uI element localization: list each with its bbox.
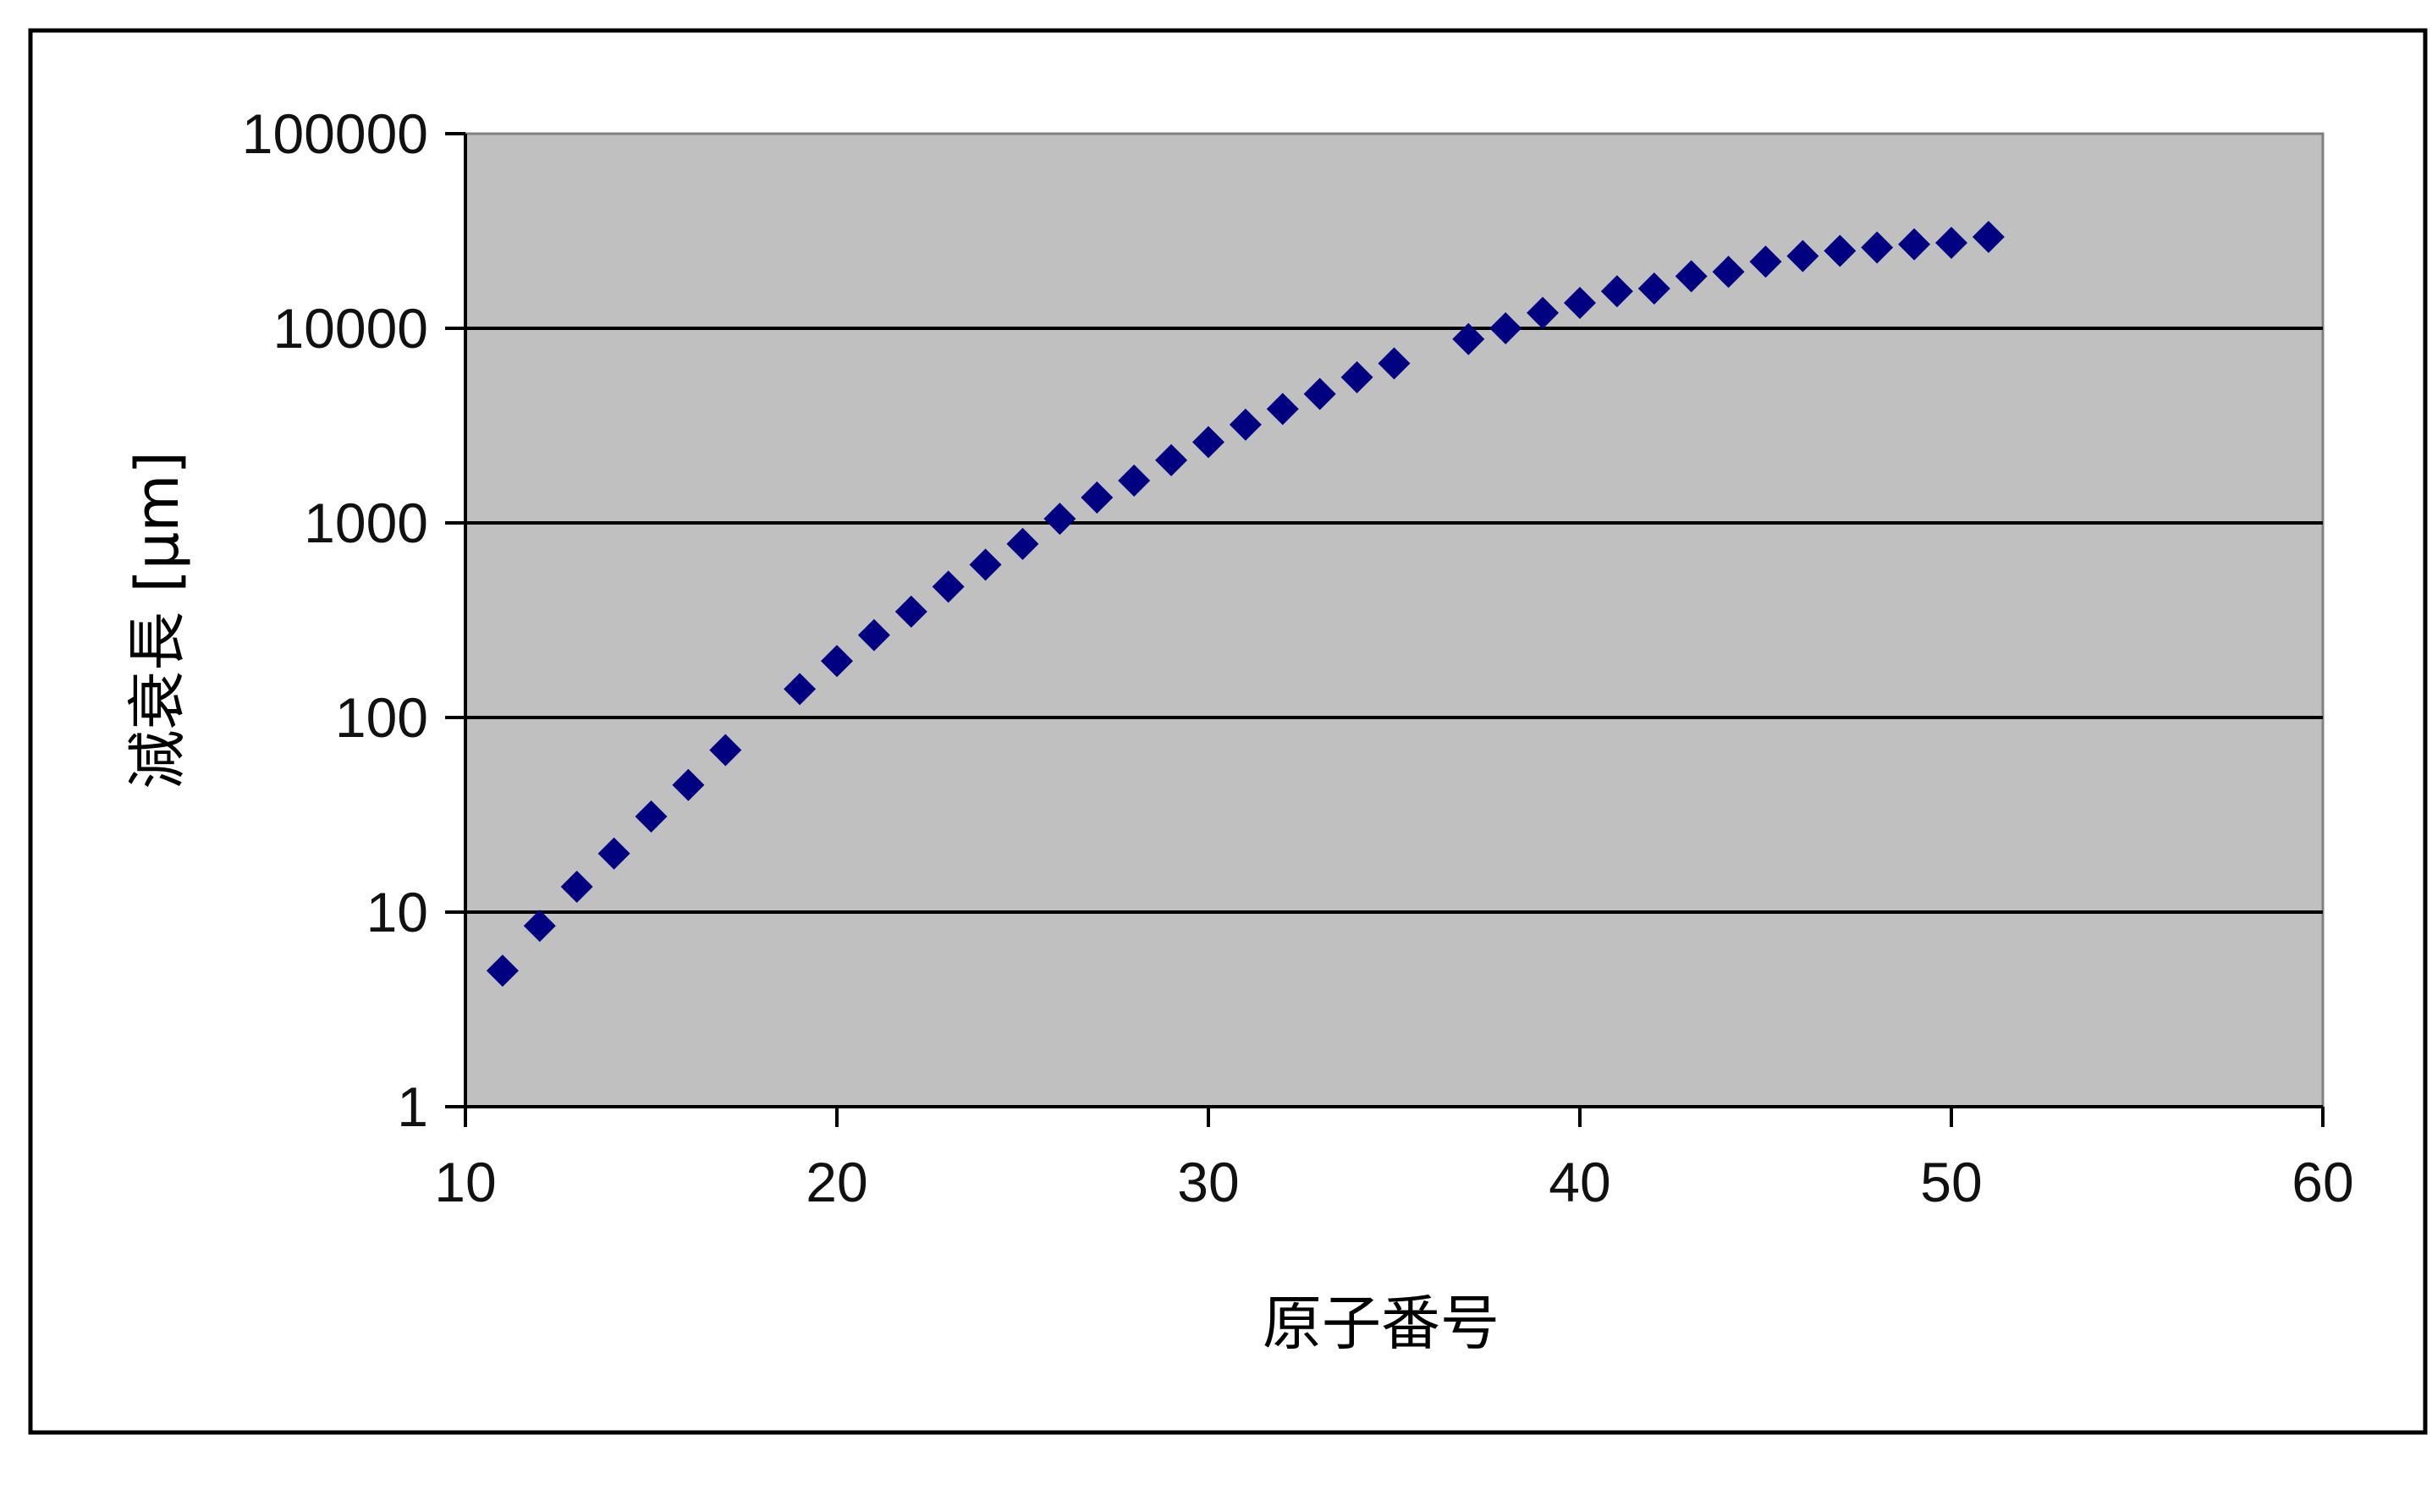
data-point-marker (1266, 393, 1299, 426)
data-point-marker (1229, 408, 1262, 441)
data-point-marker (1861, 231, 1894, 264)
y-tick-label: 100 (335, 686, 428, 749)
x-tick-label: 30 (1177, 1151, 1239, 1213)
y-axis-ticks: 1 10 100 1000 10000 100000 (242, 102, 465, 1138)
data-point-marker (821, 645, 853, 678)
data-point-marker (1303, 377, 1336, 410)
x-axis-title: 原子番号 (1263, 1289, 1499, 1358)
data-point-marker (1972, 220, 2005, 253)
y-axis-title: 減衰長 [μm] (123, 451, 192, 789)
x-tick-label: 10 (434, 1151, 496, 1213)
data-point-marker (1564, 287, 1596, 320)
data-point-marker (932, 570, 965, 603)
data-point-marker (1118, 464, 1151, 497)
data-point-marker (857, 619, 890, 652)
y-tick-label: 10 (366, 881, 428, 943)
data-point-marker (1749, 245, 1782, 278)
data-point-marker (1155, 443, 1188, 476)
data-points (486, 220, 2005, 987)
data-point-marker (560, 871, 593, 904)
data-point-marker (1712, 256, 1745, 289)
data-point-marker (1898, 228, 1931, 261)
y-tick-label: 1000 (304, 492, 428, 554)
x-tick-label: 40 (1549, 1151, 1610, 1213)
data-point-marker (1675, 260, 1708, 293)
x-axis-ticks: 10 20 30 40 50 60 (434, 1107, 2354, 1213)
data-point-marker (635, 800, 668, 833)
y-tick-label: 1 (397, 1075, 428, 1138)
data-point-marker (1600, 275, 1633, 308)
data-point-marker (672, 768, 705, 801)
data-point-marker (1824, 234, 1857, 267)
data-point-marker (1452, 322, 1485, 355)
data-point-marker (1378, 347, 1411, 380)
data-point-marker (523, 910, 556, 943)
data-point-marker (1192, 426, 1224, 459)
data-point-marker (1935, 226, 1967, 259)
x-tick-label: 50 (1920, 1151, 1982, 1213)
x-tick-label: 60 (2292, 1151, 2353, 1213)
gridlines (465, 327, 2323, 914)
data-point-marker (1786, 239, 1819, 272)
y-tick-label: 100000 (242, 102, 428, 165)
plot-area (464, 132, 2325, 1108)
data-point-marker (1637, 272, 1670, 305)
data-point-marker (1006, 527, 1039, 560)
data-point-marker (894, 595, 927, 628)
x-tick-label: 20 (806, 1151, 867, 1213)
data-point-marker (1081, 481, 1114, 514)
axes (464, 134, 2323, 1108)
data-point-marker (969, 548, 1002, 581)
data-point-marker (486, 954, 519, 987)
data-point-marker (784, 673, 817, 706)
y-tick-label: 10000 (272, 297, 428, 360)
data-point-marker (1527, 296, 1560, 329)
data-point-marker (597, 837, 630, 870)
data-point-marker (1043, 503, 1076, 536)
data-point-marker (1489, 312, 1522, 344)
data-point-marker (1340, 360, 1373, 393)
data-point-marker (709, 734, 742, 767)
